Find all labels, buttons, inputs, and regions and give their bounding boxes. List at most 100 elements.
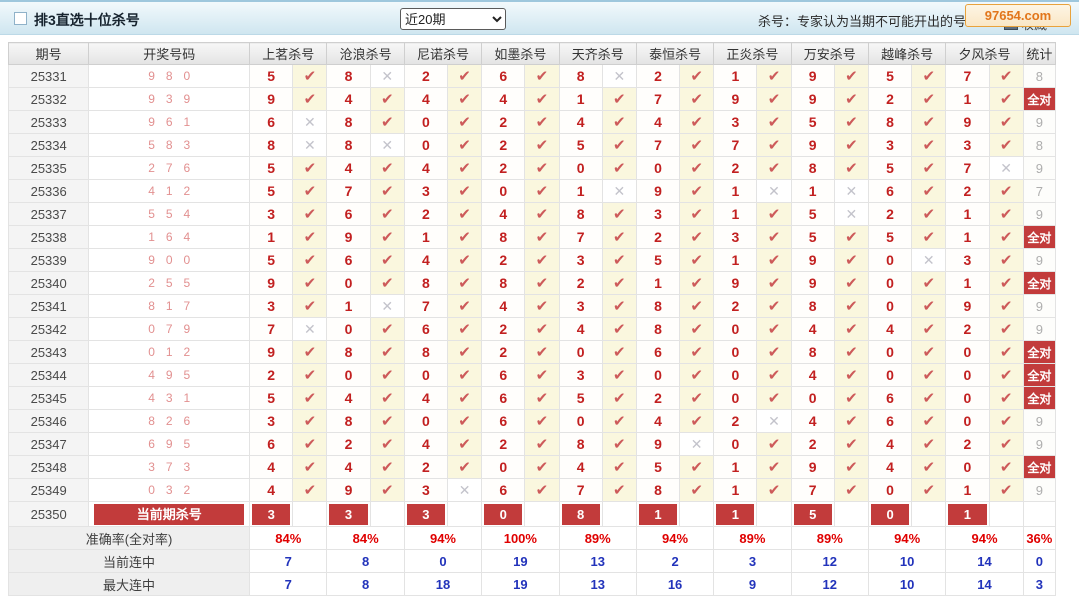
kill-number-cell: 8	[558, 64, 603, 88]
kill-number-cell: 3	[945, 133, 990, 157]
check-icon: ✔	[833, 363, 869, 387]
check-icon: ✔	[911, 455, 947, 479]
draw-numbers-cell: 079	[88, 317, 251, 341]
current-kill-badge: 3	[406, 503, 445, 525]
period-range-select[interactable]: 近20期	[400, 8, 506, 30]
table-row: 25337 554 3 ✔ 6 ✔ 2 ✔ 4 ✔ 8 ✔ 3 ✔ 1 ✔ 5 ✕ 2 ✔ 1 ✔ 9	[7, 202, 1057, 226]
check-icon: ✔	[601, 455, 637, 479]
stat-cell: 全对	[1022, 87, 1057, 111]
check-icon: ✔	[988, 317, 1024, 341]
stat-cell: 9	[1022, 248, 1057, 272]
check-icon: ✔	[911, 271, 947, 295]
kill-number-cell: 8	[558, 432, 603, 456]
kill-number-cell: 5	[867, 64, 913, 88]
cross-icon: ✕	[446, 478, 483, 502]
check-icon: ✔	[369, 110, 405, 134]
kill-number-cell: 4	[249, 455, 294, 479]
kill-number-cell: 0	[945, 409, 990, 433]
kill-number-cell: 0	[867, 363, 913, 387]
kill-number-cell: 7	[790, 478, 835, 502]
check-icon: ✔	[833, 133, 869, 157]
draw-header: 开奖号码	[88, 42, 251, 65]
check-icon: ✔	[911, 156, 947, 180]
stat-header: 统计	[1022, 42, 1057, 65]
check-icon: ✔	[292, 202, 328, 226]
kill-number-cell: 4	[635, 110, 681, 134]
check-icon: ✔	[292, 271, 328, 295]
summary-value-cell: 3	[713, 549, 792, 573]
kill-number-cell: 9	[790, 64, 835, 88]
kill-number-cell: 2	[403, 202, 449, 226]
check-icon: ✔	[833, 432, 869, 456]
period-cell: 25346	[7, 409, 90, 433]
kill-number-cell: 4	[558, 317, 603, 341]
check-icon: ✔	[988, 133, 1024, 157]
current-kill-banner: 当前期杀号	[88, 501, 251, 527]
period-cell: 25350	[7, 501, 90, 527]
expert-header: 如墨杀号	[481, 42, 560, 65]
check-icon: ✔	[911, 202, 947, 226]
kill-number-cell: 0	[403, 409, 449, 433]
summary-value-cell: 2	[635, 549, 715, 573]
current-kill-number-cell: 5	[790, 501, 835, 527]
check-icon: ✔	[369, 248, 405, 272]
check-icon: ✔	[446, 64, 483, 88]
kill-number-cell: 2	[713, 409, 758, 433]
check-icon: ✔	[524, 87, 560, 111]
table-header-row: 期号 开奖号码 上茗杀号 沧浪杀号 尼诺杀号 如墨杀号 天齐杀号 泰恒杀号 正炎杀号 万安杀号 越峰…	[7, 42, 1057, 65]
check-icon: ✔	[601, 432, 637, 456]
current-kill-badge: 8	[561, 503, 600, 525]
current-kill-badge: 1	[948, 503, 987, 525]
check-icon: ✔	[446, 133, 483, 157]
kill-number-cell: 8	[326, 409, 371, 433]
check-icon: ✔	[679, 363, 715, 387]
check-icon: ✔	[911, 110, 947, 134]
draw-numbers-cell: 276	[88, 156, 251, 180]
draw-numbers-cell: 817	[88, 294, 251, 318]
current-kill-mark-cell	[679, 501, 715, 527]
check-icon: ✔	[292, 87, 328, 111]
summary-value-cell: 89%	[713, 526, 792, 550]
check-icon: ✔	[833, 110, 869, 134]
current-kill-number-cell: 3	[326, 501, 371, 527]
table-row: 25348 373 4 ✔ 4 ✔ 2 ✔ 0 ✔ 4 ✔ 5 ✔ 1 ✔ 9 ✔ 4 ✔ 0 ✔ 全对	[7, 455, 1057, 479]
table-row: 25332 939 9 ✔ 4 ✔ 4 ✔ 4 ✔ 1 ✔ 7 ✔ 9 ✔ 9 ✔ 2 ✔ 1 ✔ 全对	[7, 87, 1057, 111]
draw-numbers-cell: 495	[88, 363, 251, 387]
summary-value-cell: 8	[326, 549, 405, 573]
check-icon: ✔	[833, 317, 869, 341]
kill-number-cell: 2	[635, 64, 681, 88]
kill-number-cell: 0	[867, 271, 913, 295]
kill-number-cell: 4	[403, 432, 449, 456]
check-icon: ✔	[679, 455, 715, 479]
check-icon: ✔	[679, 317, 715, 341]
watermark-badge[interactable]: 97654.com	[965, 4, 1071, 27]
check-icon: ✔	[446, 432, 483, 456]
stat-cell: 全对	[1022, 386, 1057, 410]
kill-number-cell: 1	[713, 478, 758, 502]
check-icon: ✔	[524, 248, 560, 272]
kill-number-cell: 0	[867, 248, 913, 272]
check-icon: ✔	[756, 317, 792, 341]
kill-number-cell: 0	[713, 363, 758, 387]
kill-number-cell: 4	[790, 317, 835, 341]
check-icon: ✔	[601, 317, 637, 341]
check-icon: ✔	[988, 386, 1024, 410]
check-icon: ✔	[601, 248, 637, 272]
check-icon: ✔	[911, 133, 947, 157]
kill-number-cell: 4	[558, 110, 603, 134]
title-checkbox[interactable]	[14, 12, 27, 25]
current-kill-number-cell: 3	[249, 501, 294, 527]
kill-number-cell: 0	[713, 317, 758, 341]
current-period-row: 25350 当前期杀号 3 3 3 0 8 1 1 5 0 1	[7, 501, 1057, 527]
kill-number-cell: 1	[790, 179, 835, 203]
summary-stat-cell: 3	[1022, 572, 1057, 596]
check-icon: ✔	[446, 110, 483, 134]
period-header: 期号	[7, 42, 90, 65]
period-cell: 25344	[7, 363, 90, 387]
check-icon: ✔	[756, 248, 792, 272]
check-icon: ✔	[756, 478, 792, 502]
expert-header: 天齐杀号	[558, 42, 637, 65]
check-icon: ✔	[292, 225, 328, 249]
check-icon: ✔	[988, 225, 1024, 249]
check-icon: ✔	[911, 409, 947, 433]
